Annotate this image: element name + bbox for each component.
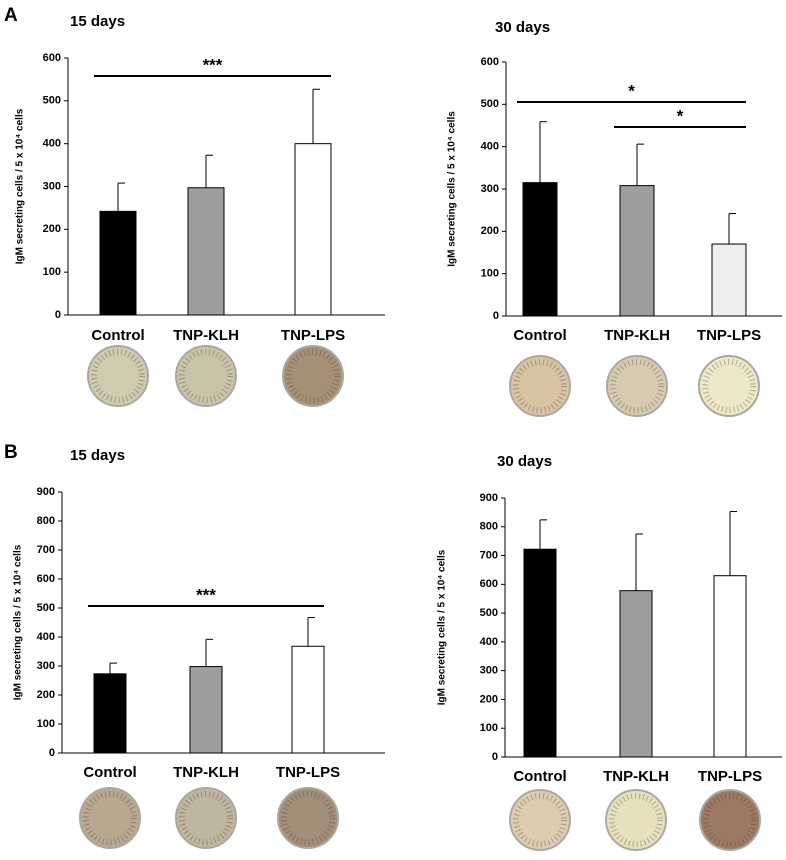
significance-label: * [628,81,635,100]
y-tick-label: 800 [480,521,498,533]
bar [523,548,557,758]
y-axis-label: IgM secreting cells / 5 x 10⁴ cells [447,111,458,267]
bar [522,182,558,317]
well-image [509,789,571,851]
x-tick-label: TNP-LPS [698,768,762,785]
y-tick-label: 400 [43,138,61,150]
y-tick-label: 100 [43,266,61,278]
y-tick-label: 400 [37,631,55,643]
significance-label: *** [196,585,216,604]
chart-title: 30 days [497,453,552,470]
y-tick-label: 200 [43,223,61,235]
y-tick-label: 700 [480,549,498,561]
x-tick-label: TNP-LPS [281,327,345,344]
y-tick-label: 300 [43,180,61,192]
bar [187,187,225,316]
bar [291,645,325,754]
y-tick-label: 400 [481,141,499,153]
y-tick-label: 500 [43,95,61,107]
x-tick-label: TNP-KLH [604,327,670,344]
well-image-inner [703,793,757,847]
well-image [606,355,668,417]
well-image [175,345,237,407]
well-image [698,355,760,417]
well-image [87,345,149,407]
y-tick-label: 700 [37,544,55,556]
y-tick-label: 900 [480,492,498,504]
x-tick-label: Control [513,327,566,344]
y-tick-label: 300 [37,660,55,672]
bar [99,210,137,316]
y-axis-label: IgM secreting cells / 5 x 10⁴ cells [15,108,26,264]
x-tick-label: TNP-KLH [173,764,239,781]
well-image-inner [610,359,664,413]
y-tick-label: 900 [37,486,55,498]
well-image [175,787,237,849]
y-tick-label: 100 [37,718,55,730]
y-tick-label: 200 [480,693,498,705]
y-tick-label: 800 [37,515,55,527]
bar [711,243,747,317]
y-tick-label: 0 [49,747,55,759]
bar [93,673,127,754]
y-tick-label: 500 [481,98,499,110]
x-tick-label: Control [91,327,144,344]
well-image [277,787,339,849]
well-image-inner [179,791,233,845]
bar [713,575,747,758]
well-image-inner [281,791,335,845]
panel-label: A [4,5,18,26]
well-image-inner [91,349,145,403]
well-image [509,355,571,417]
y-tick-label: 0 [55,309,61,321]
well-image [605,789,667,851]
well-image [282,345,344,407]
x-tick-label: TNP-KLH [603,768,669,785]
y-tick-label: 500 [37,602,55,614]
y-tick-label: 100 [480,722,498,734]
y-tick-label: 400 [480,636,498,648]
bar [189,666,223,754]
y-tick-label: 600 [43,52,61,64]
y-tick-label: 0 [492,751,498,763]
well-image [79,787,141,849]
well-image-inner [179,349,233,403]
panel-label: B [4,442,18,463]
y-tick-label: 500 [480,607,498,619]
y-axis-label: IgM secreting cells / 5 x 10⁴ cells [437,549,448,705]
y-tick-label: 100 [481,268,499,280]
bar [619,590,653,758]
y-tick-label: 0 [493,310,499,322]
chart-title: 15 days [70,447,125,464]
significance-label: * [677,106,684,125]
y-tick-label: 600 [480,578,498,590]
y-tick-label: 600 [481,56,499,68]
x-tick-label: TNP-LPS [276,764,340,781]
bar [294,143,332,316]
well-image-inner [513,793,567,847]
well-image [699,789,761,851]
x-tick-label: TNP-LPS [697,327,761,344]
y-tick-label: 200 [481,225,499,237]
x-tick-label: Control [83,764,136,781]
y-tick-label: 200 [37,689,55,701]
well-image-inner [83,791,137,845]
x-tick-label: TNP-KLH [173,327,239,344]
y-tick-label: 300 [481,183,499,195]
chart-title: 30 days [495,19,550,36]
well-image-inner [513,359,567,413]
significance-label: *** [203,55,223,74]
well-image-inner [286,349,340,403]
well-image-inner [702,359,756,413]
bar [619,185,655,317]
y-tick-label: 300 [480,665,498,677]
y-axis-label: IgM secreting cells / 5 x 10⁴ cells [13,544,24,700]
well-image-inner [609,793,663,847]
chart-title: 15 days [70,13,125,30]
y-tick-label: 600 [37,573,55,585]
x-tick-label: Control [513,768,566,785]
